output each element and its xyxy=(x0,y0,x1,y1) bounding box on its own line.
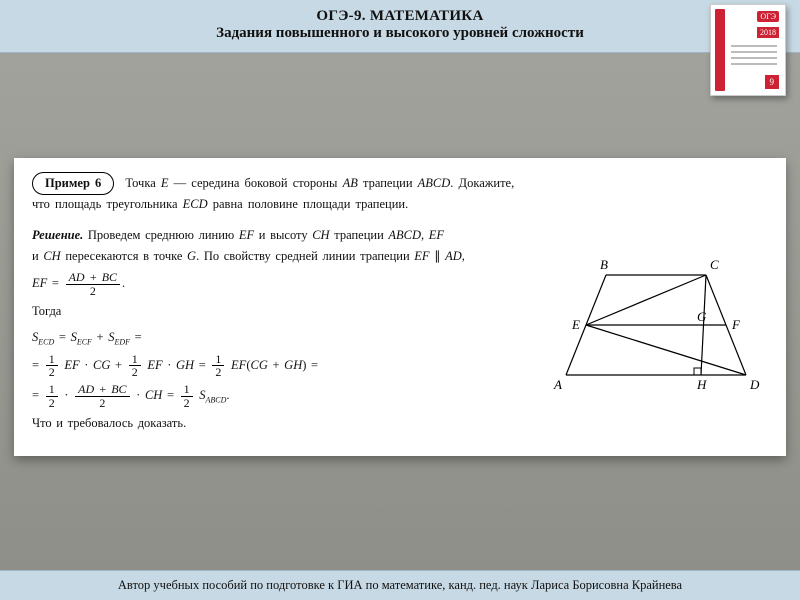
book-year: 2018 xyxy=(757,27,779,38)
eq-s-sum: SECD = SECF + SEDF = xyxy=(32,327,528,349)
eq-final: = 12 · AD + BC2 · CH = 12 SABCD. xyxy=(32,383,528,409)
eq-expand: = 12 EF · CG + 12 EF · GH = 12 EF(CG + G… xyxy=(32,353,528,379)
solution-text: Решение. Проведем среднюю линию EF и выс… xyxy=(32,225,528,439)
eq-ef: EF = AD + BC2. xyxy=(32,271,528,297)
svg-text:B: B xyxy=(600,257,608,272)
header-title: ОГЭ-9. МАТЕМАТИКА xyxy=(10,8,790,25)
footer-band: Автор учебных пособий по подготовке к ГИ… xyxy=(0,570,800,600)
svg-text:D: D xyxy=(749,377,760,392)
svg-text:F: F xyxy=(731,317,741,332)
svg-text:A: A xyxy=(553,377,562,392)
qed: Что и требовалось доказать. xyxy=(32,413,528,434)
problem-statement: Пример 6 Точка E — середина боковой стор… xyxy=(32,172,768,215)
book-thumbnail: ОГЭ 2018 9 xyxy=(710,4,786,96)
book-tag: ОГЭ xyxy=(757,11,779,22)
example-badge: Пример 6 xyxy=(32,172,114,195)
book-grade: 9 xyxy=(765,75,780,89)
content-card: Пример 6 Точка E — середина боковой стор… xyxy=(14,158,786,456)
trapezoid-figure: A D H B C E F G xyxy=(546,255,768,395)
svg-text:E: E xyxy=(571,317,580,332)
header-subtitle: Задания повышенного и высокого уровней с… xyxy=(10,25,790,42)
header-band: ОГЭ-9. МАТЕМАТИКА Задания повышенного и … xyxy=(0,0,800,53)
svg-text:G: G xyxy=(697,309,707,324)
svg-text:H: H xyxy=(696,377,707,392)
slide-background: ОГЭ-9. МАТЕМАТИКА Задания повышенного и … xyxy=(0,0,800,600)
svg-text:C: C xyxy=(710,257,719,272)
